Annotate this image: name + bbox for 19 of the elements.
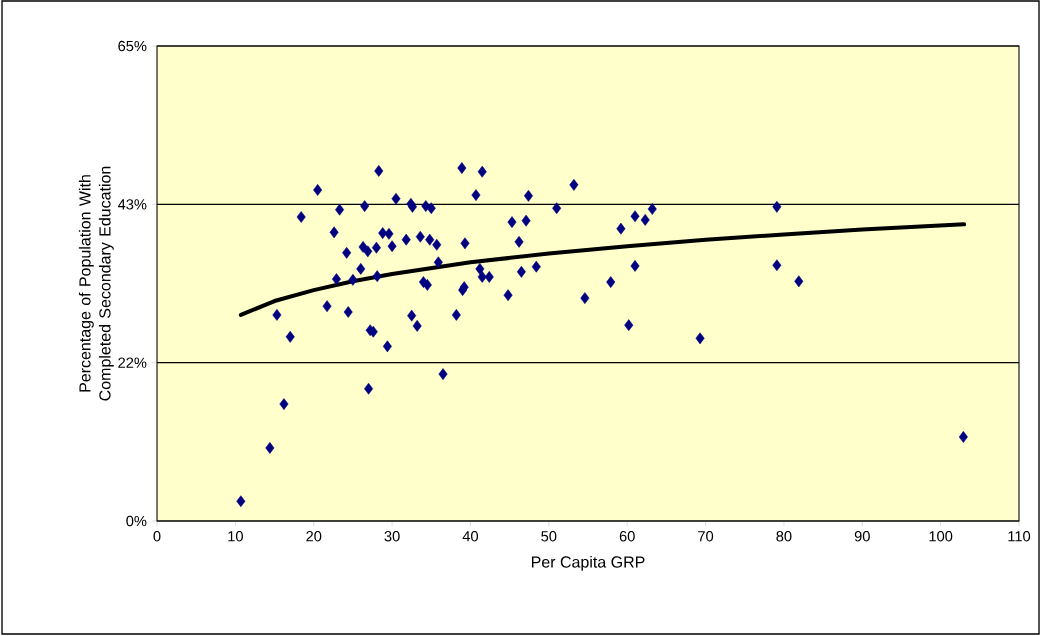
x-tick-label: 20	[306, 531, 322, 542]
x-tick-label: 60	[619, 531, 635, 542]
x-tick-label: 30	[384, 531, 400, 542]
y-axis-title: Percentage of Population With Completed Secondary Education	[78, 166, 114, 401]
y-tick-label: 22%	[118, 357, 147, 368]
line-series	[238, 222, 967, 317]
x-tick-label: 110	[1008, 531, 1031, 542]
y-tick-label: 0%	[126, 515, 147, 527]
x-tick-label: 90	[854, 531, 870, 542]
x-tick-label: 50	[541, 531, 557, 542]
x-tick-label: 100	[929, 531, 953, 542]
x-tick-label: 70	[698, 531, 714, 542]
x-tick-label: 80	[776, 531, 792, 542]
x-tick-label: 0	[153, 531, 161, 542]
y-tick-label: 43%	[117, 199, 147, 210]
y-tick-label: 65%	[118, 40, 147, 52]
x-axis-title: Per Capita GRP	[531, 555, 645, 571]
x-tick-label: 40	[462, 531, 479, 542]
x-tick-label: 10	[228, 531, 243, 542]
